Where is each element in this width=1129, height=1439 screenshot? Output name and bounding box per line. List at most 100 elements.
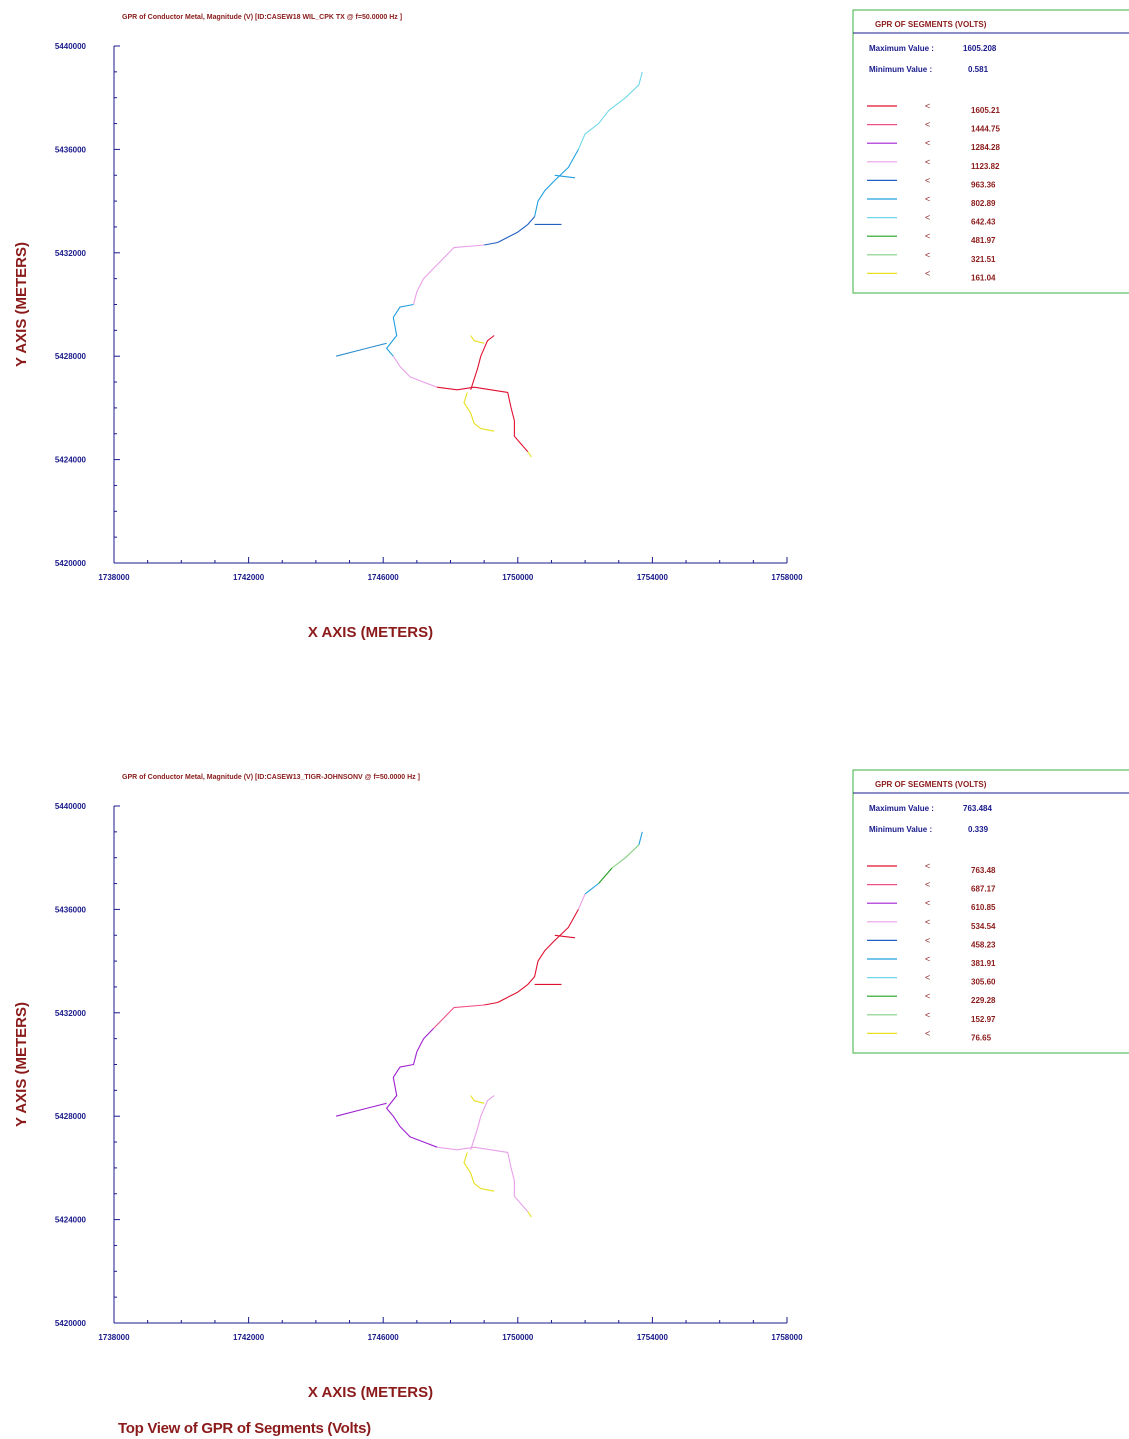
legend-symbol: < [925,157,930,167]
y-tick-label: 5436000 [55,145,87,154]
chart-title: GPR of Conductor Metal, Magnitude (V) [I… [122,774,420,781]
conductor-segment [335,1102,387,1117]
legend-entry-value: 802.89 [971,199,996,208]
legend-entry-value: 481.97 [971,236,996,245]
y-tick-label: 5420000 [55,559,87,568]
chart-1: GPR of Conductor Metal, Magnitude (V) [I… [13,9,1129,641]
legend-symbol: < [925,101,930,111]
legend-symbol: < [925,138,930,148]
conductor-segment [584,883,599,895]
x-tick-label: 1742000 [233,1333,265,1342]
x-tick-label: 1754000 [637,573,669,582]
legend-symbol: < [925,1010,930,1020]
legend-entry-value: 321.51 [971,255,996,264]
legend-symbol: < [925,1028,930,1038]
legend-entry-value: 152.97 [971,1015,996,1024]
conductor-segment [598,867,613,884]
legend-entry-value: 687.17 [971,885,996,894]
y-tick-label: 5436000 [55,905,87,914]
y-tick-label: 5424000 [55,456,87,465]
conductor-segment [436,386,529,453]
legend-symbol: < [925,120,930,130]
y-tick-label: 5428000 [55,352,87,361]
conductor-segment [638,831,643,845]
legend-max-label: Maximum Value : [869,804,934,813]
conductor-segment [527,1211,532,1218]
legend-box [852,769,1129,1054]
x-tick-label: 1754000 [637,1333,669,1342]
conductor-segment [335,342,387,357]
conductor-segment [386,1027,438,1148]
conductor-segment [484,216,536,246]
legend-entry-value: 1605.21 [971,106,1000,115]
legend-min-value: 0.581 [968,65,989,74]
legend-min-value: 0.339 [968,825,989,834]
conductor-segment [527,451,532,458]
y-axis-label: Y AXIS (METERS) [13,1002,30,1127]
conductor-segment [463,392,495,432]
legend-title: GPR OF SEGMENTS (VOLTS) [875,20,987,29]
conductor-segment [577,71,643,150]
conductor-segment [577,893,586,910]
y-axis-label: Y AXIS (METERS) [13,242,30,367]
x-axis-label: X AXIS (METERS) [308,624,433,641]
legend-max-label: Maximum Value : [869,44,934,53]
conductor-segment [470,335,485,344]
y-tick-label: 5428000 [55,1112,87,1121]
conductor-segment [433,1004,485,1029]
x-tick-label: 1738000 [98,573,130,582]
legend-min-label: Minimum Value : [869,65,932,74]
conductor-segment [470,335,495,390]
x-tick-label: 1746000 [368,1333,400,1342]
legend-symbol: < [925,917,930,927]
conductor-segment [484,909,579,1006]
legend-entry-value: 458.23 [971,940,996,949]
conductor-segment [554,934,576,939]
x-tick-label: 1746000 [368,573,400,582]
conductor-segment [470,1095,485,1104]
legend-symbol: < [925,935,930,945]
x-tick-label: 1750000 [502,573,534,582]
conductor-segment [436,1146,529,1213]
legend-entry-value: 161.04 [971,273,996,282]
legend-entry-value: 642.43 [971,218,996,227]
legend-min-label: Minimum Value : [869,825,932,834]
chart-title: GPR of Conductor Metal, Magnitude (V) [I… [122,14,402,21]
legend-title: GPR OF SEGMENTS (VOLTS) [875,780,987,789]
legend-entry-value: 763.48 [971,866,996,875]
legend-entry-value: 963.36 [971,180,996,189]
conductor-segment [534,149,579,217]
y-tick-label: 5432000 [55,249,87,258]
legend-symbol: < [925,194,930,204]
legend-box [852,9,1129,294]
conductor-segment [412,244,485,305]
x-tick-label: 1758000 [771,573,803,582]
legend-symbol: < [925,954,930,964]
legend-symbol: < [925,898,930,908]
legend-entry-value: 305.60 [971,978,996,987]
legend-entry-value: 1444.75 [971,125,1000,134]
conductor-segment [392,355,438,388]
legend: GPR OF SEGMENTS (VOLTS) Maximum Value : 16… [852,9,1129,294]
x-tick-label: 1742000 [233,573,265,582]
legend-symbol: < [925,175,930,185]
legend-symbol: < [925,268,930,278]
conductor-segment [463,1152,495,1192]
legend: GPR OF SEGMENTS (VOLTS) Maximum Value : 76… [852,769,1129,1054]
legend-symbol: < [925,231,930,241]
y-tick-label: 5440000 [55,42,87,51]
x-tick-label: 1738000 [98,1333,130,1342]
legend-symbol: < [925,973,930,983]
conductor-segment [470,1095,495,1150]
y-tick-label: 5432000 [55,1009,87,1018]
conductor-segment [386,303,414,357]
y-tick-label: 5420000 [55,1319,87,1328]
legend-entry-value: 1123.82 [971,162,1000,171]
legend-entry-value: 229.28 [971,996,996,1005]
conductor-segment [554,174,576,179]
legend-symbol: < [925,991,930,1001]
legend-max-value: 763.484 [963,804,992,813]
figure-caption: Top View of GPR of Segments (Volts) [118,1420,371,1437]
legend-entry-value: 610.85 [971,903,996,912]
